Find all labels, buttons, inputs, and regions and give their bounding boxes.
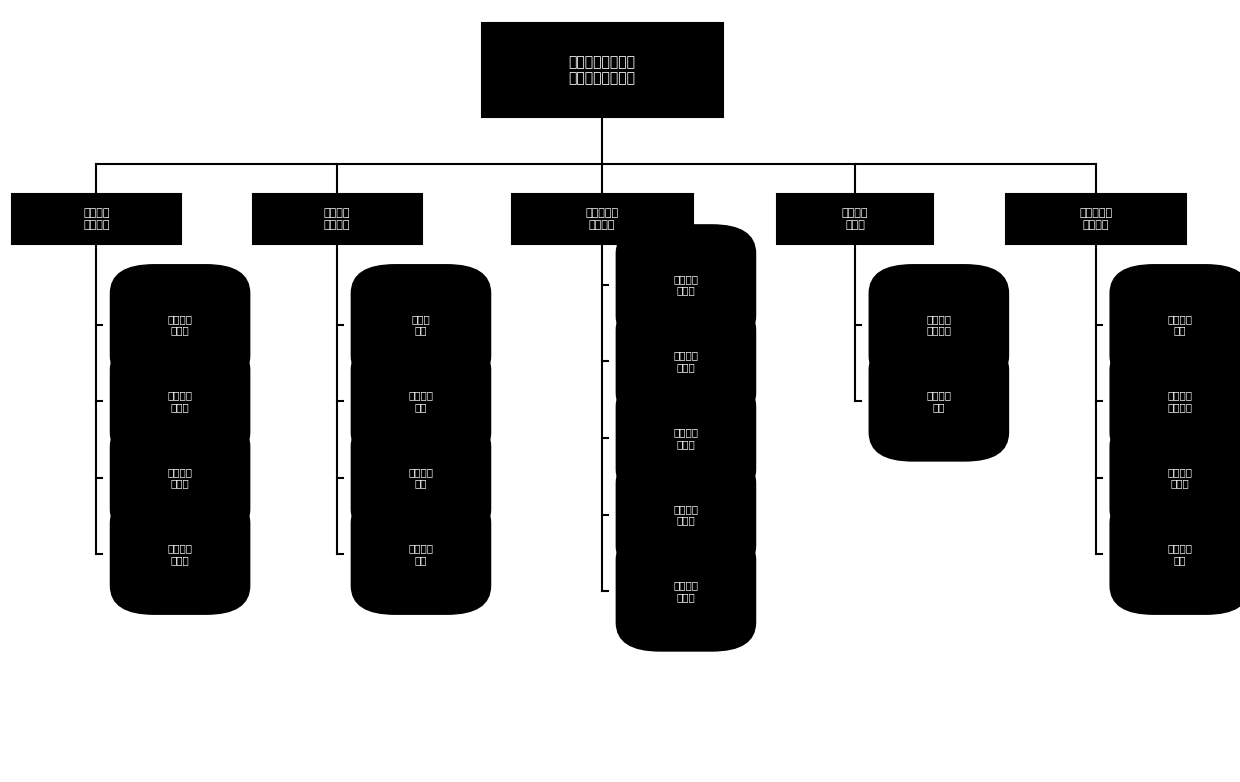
FancyBboxPatch shape bbox=[110, 265, 249, 384]
FancyBboxPatch shape bbox=[352, 265, 490, 384]
FancyBboxPatch shape bbox=[616, 225, 755, 344]
Text: 无功及电
压特征: 无功及电 压特征 bbox=[842, 208, 868, 230]
Text: 变压器台
数容量: 变压器台 数容量 bbox=[167, 390, 192, 412]
FancyBboxPatch shape bbox=[512, 194, 693, 244]
FancyBboxPatch shape bbox=[482, 23, 723, 117]
Text: 电网基础
特征指标: 电网基础 特征指标 bbox=[83, 208, 109, 230]
FancyBboxPatch shape bbox=[616, 302, 755, 421]
FancyBboxPatch shape bbox=[253, 194, 422, 244]
FancyBboxPatch shape bbox=[110, 342, 249, 461]
Text: 综合线损
率水平: 综合线损 率水平 bbox=[673, 274, 698, 296]
Text: 用电客户及
计量特征: 用电客户及 计量特征 bbox=[1080, 208, 1112, 230]
FancyBboxPatch shape bbox=[1006, 194, 1187, 244]
FancyBboxPatch shape bbox=[352, 342, 490, 461]
Text: 线路数量
及长度: 线路数量 及长度 bbox=[167, 314, 192, 335]
FancyBboxPatch shape bbox=[616, 455, 755, 574]
FancyBboxPatch shape bbox=[869, 265, 1008, 384]
Text: 用电稽查
情况: 用电稽查 情况 bbox=[1167, 543, 1192, 565]
Text: 供电量及
负荷特征: 供电量及 负荷特征 bbox=[324, 208, 351, 230]
Text: 配变容量
及密度: 配变容量 及密度 bbox=[167, 543, 192, 565]
Text: 负荷功率
因数: 负荷功率 因数 bbox=[408, 543, 434, 565]
FancyBboxPatch shape bbox=[352, 418, 490, 537]
FancyBboxPatch shape bbox=[869, 342, 1008, 461]
FancyBboxPatch shape bbox=[616, 532, 755, 651]
FancyBboxPatch shape bbox=[110, 495, 249, 614]
FancyBboxPatch shape bbox=[1111, 495, 1240, 614]
Text: 功率因数
水平: 功率因数 水平 bbox=[926, 390, 951, 412]
Text: 电能表运
行管理: 电能表运 行管理 bbox=[1167, 467, 1192, 489]
Text: 分压线损
率水平: 分压线损 率水平 bbox=[673, 350, 698, 372]
Text: 负荷曲线
特征: 负荷曲线 特征 bbox=[408, 390, 434, 412]
Text: 线损率水平
特征指标: 线损率水平 特征指标 bbox=[585, 208, 619, 230]
Text: 线损水平评价方法
基于电网特征差异: 线损水平评价方法 基于电网特征差异 bbox=[569, 56, 636, 85]
Text: 线损率时
间变化: 线损率时 间变化 bbox=[673, 427, 698, 449]
FancyBboxPatch shape bbox=[1111, 265, 1240, 384]
FancyBboxPatch shape bbox=[110, 418, 249, 537]
FancyBboxPatch shape bbox=[12, 194, 181, 244]
FancyBboxPatch shape bbox=[777, 194, 934, 244]
Text: 无功补偿
配置情况: 无功补偿 配置情况 bbox=[926, 314, 951, 335]
Text: 线损率空
间分布: 线损率空 间分布 bbox=[673, 504, 698, 526]
FancyBboxPatch shape bbox=[352, 495, 490, 614]
Text: 负荷密度
分布: 负荷密度 分布 bbox=[408, 467, 434, 489]
FancyBboxPatch shape bbox=[616, 378, 755, 497]
Text: 供电量
构成: 供电量 构成 bbox=[412, 314, 430, 335]
FancyBboxPatch shape bbox=[1111, 342, 1240, 461]
Text: 计量装置
配置情况: 计量装置 配置情况 bbox=[1167, 390, 1192, 412]
Text: 线路截面
积等级: 线路截面 积等级 bbox=[167, 467, 192, 489]
FancyBboxPatch shape bbox=[1111, 418, 1240, 537]
Text: 线损率异
常分析: 线损率异 常分析 bbox=[673, 580, 698, 602]
Text: 用户类型
结构: 用户类型 结构 bbox=[1167, 314, 1192, 335]
